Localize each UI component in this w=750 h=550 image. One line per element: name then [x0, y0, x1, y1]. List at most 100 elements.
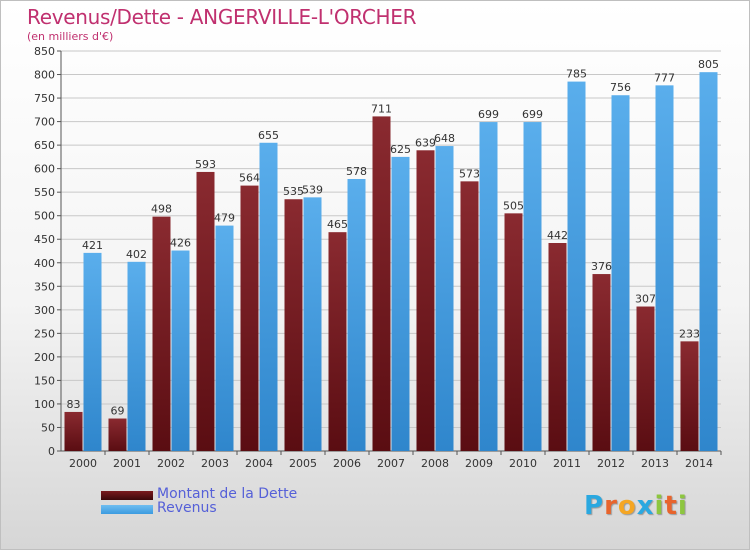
data-label-revenus: 805	[698, 58, 719, 71]
x-tick-label: 2010	[509, 457, 537, 470]
bar-dette	[284, 199, 303, 451]
chart-subtitle: (en milliers d'€)	[27, 30, 114, 43]
logo-letter: t	[664, 491, 678, 521]
y-tick-label: 850	[34, 45, 55, 58]
data-label-dette: 564	[239, 172, 260, 185]
legend-label-dette: Montant de la Dette	[157, 486, 298, 502]
data-label-revenus: 426	[170, 237, 191, 250]
y-tick-label: 750	[34, 92, 55, 105]
legend-label-revenus: Revenus	[157, 500, 217, 516]
legend-swatch-revenus	[101, 505, 153, 514]
data-label-dette: 498	[151, 203, 172, 216]
data-label-revenus: 578	[346, 165, 367, 178]
logo-letter: r	[604, 491, 618, 521]
bar-revenus	[567, 81, 586, 452]
legend-swatch-dette	[101, 491, 153, 500]
x-tick-label: 2014	[685, 457, 713, 470]
bar-dette	[196, 171, 215, 452]
data-label-revenus: 756	[610, 81, 631, 94]
bar-revenus	[303, 197, 322, 451]
bar-revenus	[523, 122, 542, 451]
bar-revenus	[699, 72, 718, 452]
bar-dette	[460, 181, 479, 451]
bar-revenus	[83, 252, 102, 451]
x-tick-label: 2007	[377, 457, 405, 470]
data-label-revenus: 479	[214, 212, 235, 225]
bar-dette	[680, 341, 699, 451]
y-tick-label: 700	[34, 116, 55, 129]
y-tick-label: 550	[34, 186, 55, 199]
y-tick-label: 250	[34, 327, 55, 340]
data-label-revenus: 655	[258, 129, 279, 142]
bar-dette	[416, 150, 435, 451]
y-tick-label: 800	[34, 69, 55, 82]
data-label-dette: 593	[195, 158, 216, 171]
bar-dette	[64, 411, 83, 451]
bar-revenus	[127, 261, 146, 451]
bar-revenus	[259, 142, 278, 451]
data-label-revenus: 402	[126, 248, 147, 261]
logo-letter: x	[636, 491, 655, 521]
bar-revenus	[655, 85, 674, 452]
data-label-revenus: 648	[434, 132, 455, 145]
data-label-revenus: 785	[566, 68, 587, 81]
bar-revenus	[347, 179, 366, 451]
data-label-dette: 711	[371, 102, 392, 115]
chart-title: Revenus/Dette - ANGERVILLE-L'ORCHER	[27, 5, 417, 29]
x-tick-label: 2012	[597, 457, 625, 470]
y-tick-label: 500	[34, 210, 55, 223]
bar-revenus	[391, 156, 410, 451]
logo-letter: i	[654, 491, 665, 521]
data-label-dette: 233	[679, 327, 700, 340]
y-tick-label: 650	[34, 139, 55, 152]
bar-revenus	[435, 146, 454, 451]
y-tick-label: 450	[34, 233, 55, 246]
bar-dette	[504, 213, 523, 451]
x-tick-label: 2003	[201, 457, 229, 470]
data-label-dette: 307	[635, 293, 656, 306]
data-label-revenus: 699	[478, 108, 499, 121]
x-tick-label: 2004	[245, 457, 273, 470]
proxiti-logo: Proxiti	[584, 491, 688, 521]
bar-revenus	[215, 225, 234, 451]
bar-dette	[152, 216, 171, 451]
data-label-dette: 465	[327, 218, 348, 231]
x-tick-label: 2002	[157, 457, 185, 470]
data-label-revenus: 625	[390, 143, 411, 156]
data-label-revenus: 421	[82, 239, 103, 252]
logo-letter: i	[677, 491, 688, 521]
bar-dette	[636, 306, 655, 451]
data-label-revenus: 777	[654, 71, 675, 84]
x-tick-label: 2011	[553, 457, 581, 470]
y-tick-label: 300	[34, 304, 55, 317]
bar-dette	[328, 232, 347, 451]
data-label-revenus: 539	[302, 183, 323, 196]
data-label-dette: 639	[415, 136, 436, 149]
bar-dette	[592, 274, 611, 451]
y-tick-label: 200	[34, 351, 55, 364]
y-tick-label: 100	[34, 398, 55, 411]
y-tick-label: 350	[34, 280, 55, 293]
data-label-dette: 69	[111, 405, 125, 418]
data-label-dette: 535	[283, 185, 304, 198]
data-label-dette: 83	[67, 398, 81, 411]
y-tick-label: 150	[34, 374, 55, 387]
data-label-dette: 505	[503, 199, 524, 212]
data-label-dette: 573	[459, 167, 480, 180]
bar-dette	[240, 185, 259, 451]
x-tick-label: 2000	[69, 457, 97, 470]
x-tick-label: 2001	[113, 457, 141, 470]
bar-revenus	[611, 95, 630, 451]
bar-revenus	[479, 122, 498, 451]
data-label-revenus: 699	[522, 108, 543, 121]
bar-dette	[108, 418, 127, 451]
x-tick-label: 2009	[465, 457, 493, 470]
data-label-dette: 442	[547, 229, 568, 242]
bar-dette	[372, 116, 391, 451]
y-tick-label: 400	[34, 257, 55, 270]
x-tick-label: 2006	[333, 457, 361, 470]
x-tick-label: 2008	[421, 457, 449, 470]
y-tick-label: 0	[48, 445, 55, 458]
